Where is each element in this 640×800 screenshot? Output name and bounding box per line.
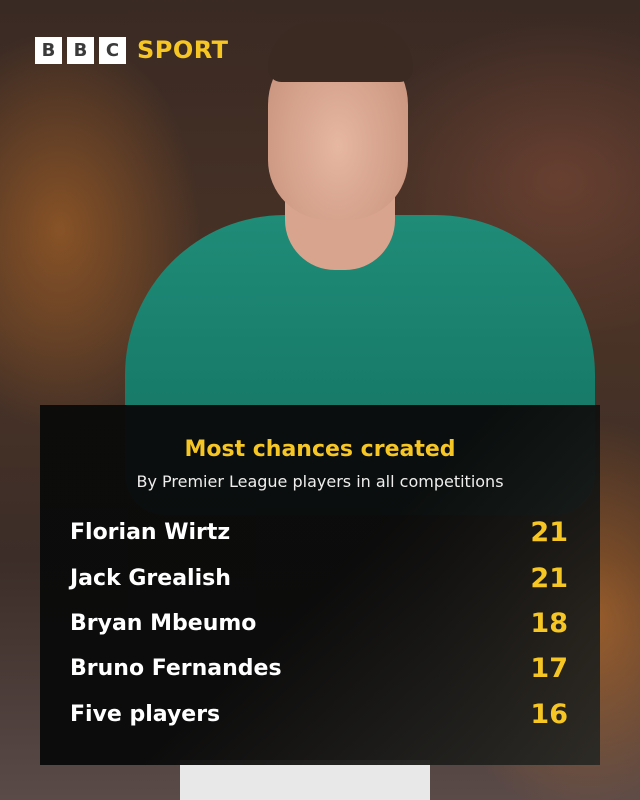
stat-value: 18 (530, 607, 568, 639)
logo-sport: SPORT (137, 36, 229, 64)
panel-title: Most chances created (184, 437, 456, 462)
stat-row: Bruno Fernandes 17 (70, 651, 568, 685)
stat-row: Jack Grealish 21 (70, 561, 568, 595)
player-hair (268, 22, 413, 82)
player-name: Florian Wirtz (70, 519, 231, 545)
stat-value: 17 (530, 652, 568, 684)
logo-letter: B (35, 36, 62, 64)
bbc-sport-logo: B B C SPORT (35, 36, 229, 64)
panel-subtitle: By Premier League players in all competi… (136, 472, 504, 491)
stat-row: Bryan Mbeumo 18 (70, 606, 568, 640)
player-name: Bryan Mbeumo (70, 610, 257, 636)
stat-value: 16 (530, 698, 568, 730)
player-name: Jack Grealish (70, 565, 231, 591)
stat-row: Five players 16 (70, 697, 568, 731)
stat-value: 21 (530, 516, 568, 548)
stat-value: 21 (530, 562, 568, 594)
player-name: Bruno Fernandes (70, 655, 282, 681)
player-shorts (180, 760, 430, 800)
player-name: Five players (70, 701, 221, 727)
logo-letter: C (99, 36, 126, 64)
stat-row: Florian Wirtz 21 (70, 515, 568, 549)
logo-letter: B (67, 36, 94, 64)
stats-panel: Most chances created By Premier League p… (40, 405, 600, 765)
